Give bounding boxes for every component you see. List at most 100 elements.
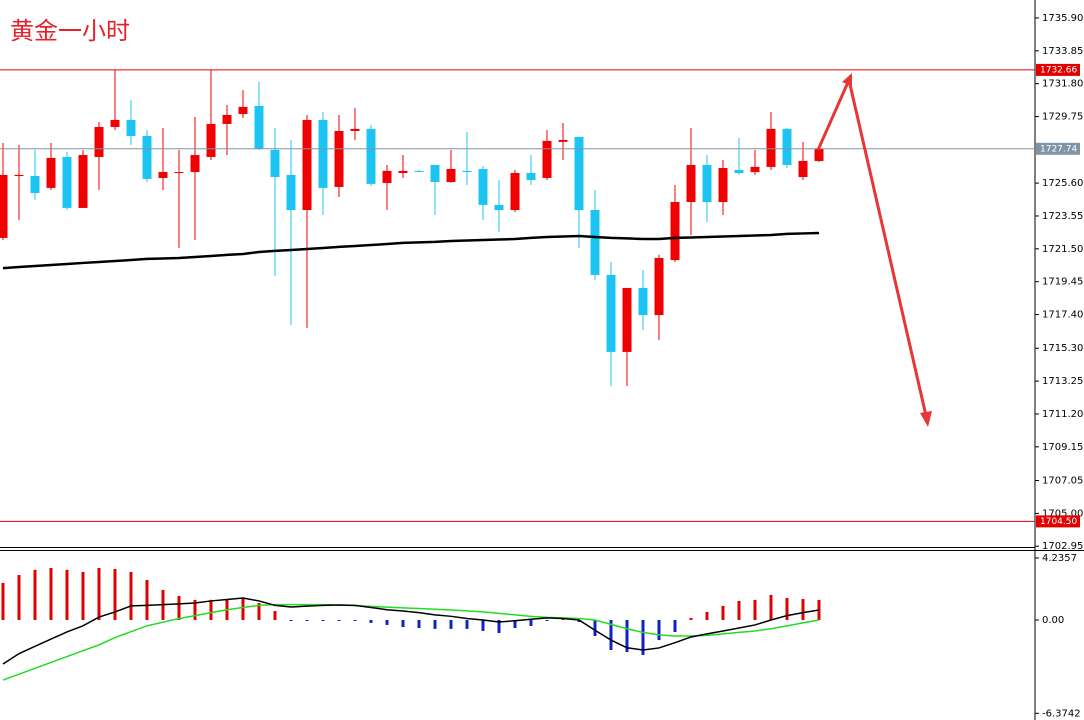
plot-layer: 1735.90 1733.85 1731.80 1729.75 1725.60 1723.… <box>0 13 1083 719</box>
y-tick-label: 1729.75 <box>1042 112 1083 123</box>
candle-body <box>478 168 488 205</box>
histogram-bar <box>209 599 213 620</box>
y-tick-label: 1733.85 <box>1042 46 1083 57</box>
candle-body <box>446 168 456 182</box>
histogram-bar <box>305 619 309 622</box>
candle-body <box>158 172 168 178</box>
candle-body <box>462 170 472 173</box>
chart-title: 黄金一小时 <box>10 17 130 45</box>
candle-body <box>574 136 584 211</box>
candle-body <box>766 128 776 167</box>
candle-body <box>142 135 152 179</box>
histogram-bar <box>401 619 405 628</box>
histogram-bar <box>641 619 645 655</box>
candle-body <box>526 172 536 181</box>
arrow-path <box>816 75 929 421</box>
histogram-bar <box>449 619 453 629</box>
histogram-bar <box>609 619 613 650</box>
candle-body <box>78 155 88 208</box>
histogram-bar <box>817 599 821 620</box>
histogram-bar <box>17 575 21 620</box>
histogram-bar <box>769 594 773 620</box>
histogram-bar <box>33 569 37 620</box>
candle-body <box>350 128 360 131</box>
candle-body <box>414 170 424 172</box>
y-tick-label: 1709.15 <box>1042 442 1083 453</box>
candle-body <box>286 174 296 211</box>
candle-body <box>398 170 408 173</box>
candle-body <box>382 170 392 183</box>
histogram-bar <box>577 619 581 623</box>
candle-body <box>494 204 504 211</box>
y-tick-label: 1702.95 <box>1042 541 1083 552</box>
candle-body <box>318 119 328 188</box>
histogram-bar <box>49 567 53 620</box>
candle-body <box>174 172 184 174</box>
histogram-bar <box>721 605 725 620</box>
candle-body <box>814 148 824 161</box>
y-tick-label: 1719.45 <box>1042 277 1083 288</box>
candle-body <box>46 157 56 188</box>
price-level-label: 1732.66 <box>1040 65 1077 75</box>
candle-body <box>0 174 8 238</box>
candle-body <box>622 287 632 352</box>
candle-body <box>510 172 520 211</box>
candle-body <box>62 156 72 208</box>
candle-body <box>558 139 568 142</box>
y-tick-label: 1705.00 <box>1042 508 1083 519</box>
candle-body <box>222 114 232 124</box>
forecast-arrow <box>816 73 932 427</box>
histogram-bar <box>753 599 757 620</box>
price-level-box <box>1036 515 1080 528</box>
histogram-bar <box>241 598 245 620</box>
histogram-bar <box>593 619 597 636</box>
candle-body <box>430 164 440 182</box>
price-level-label: 1704.50 <box>1040 517 1077 527</box>
candle-body <box>110 119 120 127</box>
candle-body <box>190 155 200 173</box>
y-tick-label: 1723.55 <box>1042 211 1083 222</box>
arrowhead <box>920 411 932 427</box>
histogram-bar <box>433 619 437 629</box>
histogram-bar <box>657 619 661 641</box>
arrowhead <box>842 73 852 86</box>
y-tick-label: 1713.25 <box>1042 376 1083 387</box>
y-tick-label: 1717.40 <box>1042 310 1083 321</box>
histogram-bar <box>481 619 485 631</box>
y-tick-label: 1735.90 <box>1042 13 1083 24</box>
histogram-bar <box>545 619 549 621</box>
candle-body <box>334 130 344 187</box>
candle-body <box>798 160 808 178</box>
histogram-bar <box>113 569 117 620</box>
y-tick-label: 1711.20 <box>1042 409 1083 420</box>
histogram-bar <box>785 598 789 620</box>
histogram-bar <box>177 595 181 620</box>
candle-body <box>734 169 744 173</box>
histogram-bar <box>129 571 133 620</box>
candle-body <box>30 176 40 194</box>
histogram-bar <box>193 599 197 620</box>
y-tick-label: 1715.30 <box>1042 343 1083 354</box>
histogram-bar <box>81 571 85 620</box>
histogram-bar <box>321 619 325 622</box>
candle-body <box>206 123 216 157</box>
candle-body <box>254 105 264 149</box>
histogram-bar <box>673 619 677 632</box>
histogram-bar <box>625 619 629 653</box>
signal-line <box>2 603 820 681</box>
candle-body <box>542 140 552 178</box>
histogram-bar <box>513 619 517 629</box>
y-tick-label: 1707.05 <box>1042 476 1083 487</box>
candle-body <box>302 119 312 211</box>
y-tick-label: -6.3742 <box>1042 708 1081 719</box>
histogram-bar <box>561 618 565 620</box>
histogram-bar <box>529 619 533 626</box>
y-tick-label: 1731.80 <box>1042 79 1083 90</box>
candle-body <box>366 128 376 184</box>
histogram-bar <box>353 619 357 621</box>
histogram-bar <box>289 619 293 622</box>
histogram-bar <box>97 567 101 620</box>
candle-body <box>654 257 664 316</box>
candle-body <box>590 210 600 275</box>
